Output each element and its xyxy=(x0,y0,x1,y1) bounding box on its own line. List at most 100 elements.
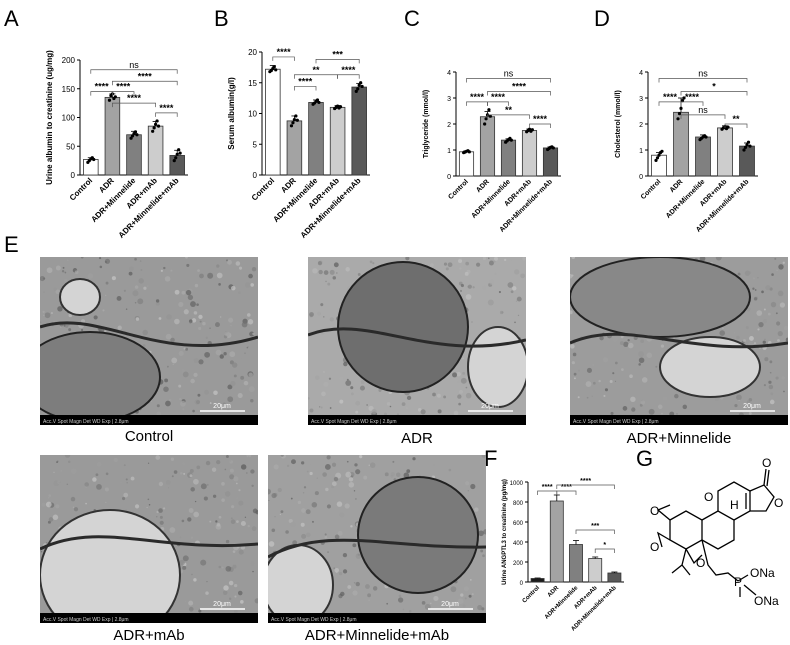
texture-dot xyxy=(70,468,77,475)
texture-dot xyxy=(737,272,741,276)
data-point xyxy=(178,151,182,155)
texture-dot xyxy=(290,497,293,500)
texture-dot xyxy=(80,257,84,259)
texture-dot xyxy=(514,321,516,324)
texture-dot xyxy=(457,394,462,399)
texture-dot xyxy=(306,470,309,473)
texture-dot xyxy=(213,390,218,396)
texture-dot xyxy=(660,344,665,348)
texture-dot xyxy=(236,482,238,485)
texture-dot xyxy=(769,399,775,405)
texture-dot xyxy=(238,500,244,506)
texture-dot xyxy=(235,496,239,500)
texture-dot xyxy=(134,302,137,304)
texture-dot xyxy=(465,294,472,300)
texture-dot xyxy=(648,408,655,415)
texture-dot xyxy=(223,352,227,356)
texture-dot xyxy=(61,270,65,273)
texture-dot xyxy=(457,598,464,605)
texture-dot xyxy=(148,503,151,506)
texture-dot xyxy=(764,338,766,341)
panel-letter-c: C xyxy=(404,6,420,31)
texture-dot xyxy=(279,513,281,516)
sig-bracket xyxy=(155,112,178,117)
y-tick-label: 0 xyxy=(71,171,76,180)
texture-dot xyxy=(66,483,69,486)
texture-dot xyxy=(70,496,76,502)
sig-label: **** xyxy=(341,65,356,75)
texture-dot xyxy=(378,388,382,392)
texture-dot xyxy=(146,285,149,288)
texture-dot xyxy=(474,507,479,512)
category-label: Control xyxy=(640,178,663,201)
texture-dot xyxy=(346,378,349,381)
texture-dot xyxy=(193,372,198,378)
bar-0 xyxy=(83,159,99,176)
texture-dot xyxy=(520,273,525,279)
texture-dot xyxy=(186,263,190,267)
texture-dot xyxy=(55,289,61,295)
texture-dot xyxy=(233,476,239,482)
texture-dot xyxy=(777,339,780,342)
texture-dot xyxy=(42,310,45,314)
texture-dot xyxy=(465,481,470,486)
texture-dot xyxy=(185,257,188,259)
sig-bracket xyxy=(112,102,156,108)
texture-dot xyxy=(55,504,60,509)
texture-dot xyxy=(336,501,343,507)
texture-dot xyxy=(359,455,363,459)
texture-dot xyxy=(482,285,487,290)
texture-dot xyxy=(198,359,204,365)
texture-dot xyxy=(571,257,576,259)
y-tick-label: 400 xyxy=(513,541,524,547)
texture-dot xyxy=(277,487,282,493)
texture-dot xyxy=(776,269,778,272)
texture-dot xyxy=(158,317,162,320)
texture-dot xyxy=(627,342,634,349)
texture-dot xyxy=(250,283,255,287)
texture-dot xyxy=(159,520,164,525)
data-point xyxy=(175,152,179,156)
texture-dot xyxy=(53,471,55,473)
texture-dot xyxy=(193,578,197,582)
sig-label: * xyxy=(712,82,716,92)
texture-dot xyxy=(318,269,323,275)
texture-dot xyxy=(216,264,220,268)
y-tick-label: 150 xyxy=(62,85,76,94)
texture-dot xyxy=(250,398,254,403)
texture-dot xyxy=(230,519,236,524)
texture-dot xyxy=(571,361,575,365)
texture-dot xyxy=(300,522,305,527)
caption-adr: ADR xyxy=(401,430,433,447)
texture-dot xyxy=(457,380,461,384)
texture-dot xyxy=(174,289,180,295)
texture-dot xyxy=(200,483,207,490)
capillary-lumen xyxy=(467,326,526,408)
texture-dot xyxy=(178,350,184,356)
y-tick-label: 4 xyxy=(639,70,643,77)
texture-dot xyxy=(783,325,788,331)
texture-dot xyxy=(228,317,234,323)
texture-dot xyxy=(585,381,592,387)
texture-dot xyxy=(736,335,740,340)
texture-dot xyxy=(166,314,172,320)
texture-dot xyxy=(406,395,412,401)
texture-dot xyxy=(227,259,232,265)
texture-dot xyxy=(450,586,457,593)
texture-dot xyxy=(778,264,784,270)
y-tick-label: 2 xyxy=(639,122,643,129)
texture-dot xyxy=(319,406,321,408)
texture-dot xyxy=(499,310,504,315)
y-tick-label: 5 xyxy=(253,140,258,149)
texture-dot xyxy=(325,487,329,492)
data-point xyxy=(338,105,343,109)
texture-dot xyxy=(252,570,254,573)
texture-dot xyxy=(459,267,462,270)
sig-label: **** xyxy=(561,484,572,491)
texture-dot xyxy=(329,552,333,556)
y-axis-label: Triglyceride (mmol/l) xyxy=(423,90,430,158)
texture-dot xyxy=(308,397,310,400)
category-label: Control xyxy=(68,176,94,202)
texture-dot xyxy=(227,396,234,403)
sig-label: **** xyxy=(159,103,174,113)
